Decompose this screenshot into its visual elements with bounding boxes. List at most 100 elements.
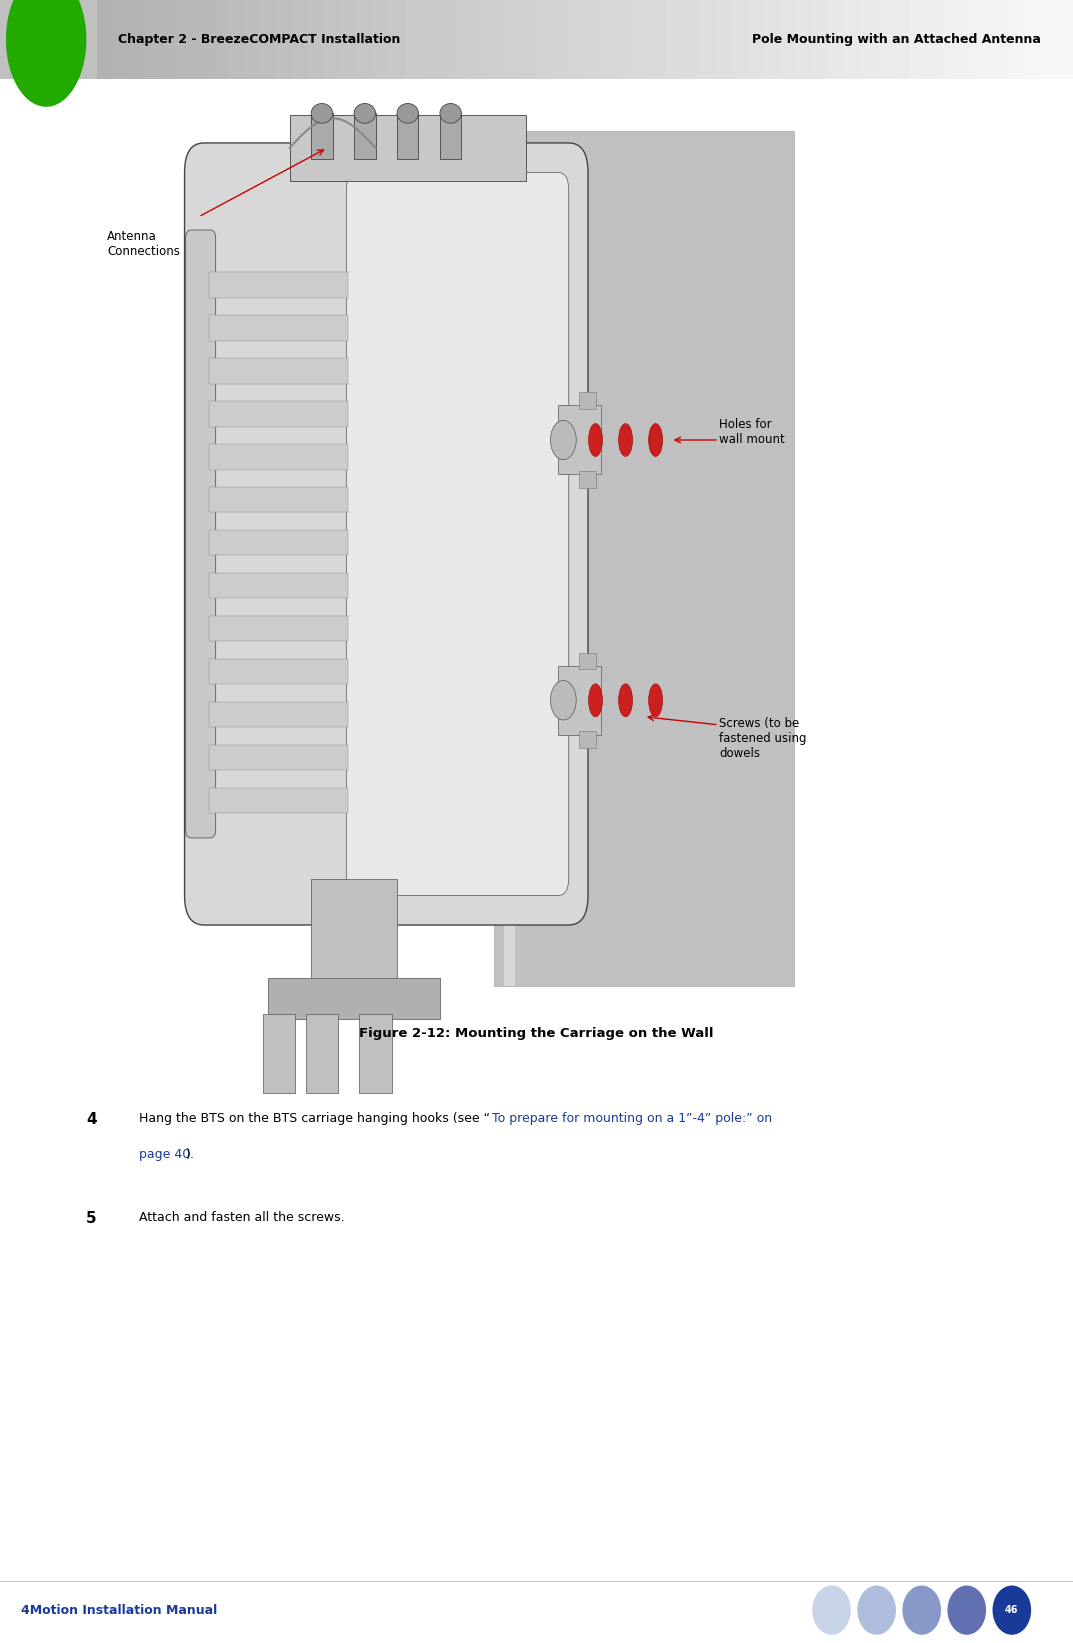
Bar: [209, 271, 348, 297]
Bar: [146, 0, 162, 79]
Bar: [1008, 0, 1024, 79]
Ellipse shape: [354, 104, 376, 123]
Bar: [943, 0, 959, 79]
Bar: [579, 731, 596, 748]
Bar: [579, 652, 596, 669]
Bar: [209, 744, 348, 771]
Bar: [242, 0, 260, 79]
Bar: [440, 113, 461, 159]
Bar: [209, 659, 348, 685]
Bar: [226, 0, 242, 79]
Bar: [471, 0, 487, 79]
Bar: [341, 0, 357, 79]
Bar: [209, 702, 348, 728]
Text: 5: 5: [86, 1211, 97, 1226]
Bar: [699, 0, 715, 79]
Bar: [1057, 0, 1073, 79]
Text: 46: 46: [1005, 1605, 1018, 1615]
Bar: [209, 401, 348, 427]
Bar: [209, 315, 348, 340]
Bar: [910, 0, 927, 79]
Ellipse shape: [812, 1585, 851, 1635]
Bar: [764, 0, 780, 79]
Bar: [617, 0, 633, 79]
Bar: [732, 0, 748, 79]
Bar: [650, 0, 666, 79]
Ellipse shape: [588, 424, 603, 457]
Bar: [406, 0, 422, 79]
Bar: [927, 0, 943, 79]
Bar: [519, 0, 536, 79]
Bar: [558, 406, 601, 475]
Bar: [569, 0, 585, 79]
Bar: [455, 0, 471, 79]
Text: Hang the BTS on the BTS carriage hanging hooks (see “: Hang the BTS on the BTS carriage hanging…: [139, 1112, 490, 1125]
Text: Chapter 2 - BreezeCOMPACT Installation: Chapter 2 - BreezeCOMPACT Installation: [118, 33, 400, 46]
FancyBboxPatch shape: [347, 173, 569, 895]
Ellipse shape: [947, 1585, 986, 1635]
Bar: [991, 0, 1008, 79]
Bar: [290, 115, 526, 181]
Text: Screws (to be
fastened using
dowels: Screws (to be fastened using dowels: [719, 716, 807, 759]
Bar: [780, 0, 796, 79]
Bar: [975, 0, 991, 79]
Bar: [209, 444, 348, 470]
Bar: [260, 0, 276, 79]
Ellipse shape: [311, 104, 333, 123]
Bar: [357, 0, 373, 79]
Text: page 40: page 40: [139, 1148, 191, 1162]
Bar: [178, 0, 194, 79]
Bar: [796, 0, 812, 79]
Bar: [263, 1014, 295, 1093]
Ellipse shape: [857, 1585, 896, 1635]
Text: Figure 2-12: Mounting the Carriage on the Wall: Figure 2-12: Mounting the Carriage on th…: [359, 1027, 714, 1040]
Ellipse shape: [648, 424, 662, 457]
Ellipse shape: [5, 0, 86, 107]
Bar: [862, 0, 878, 79]
Bar: [308, 0, 324, 79]
Bar: [209, 529, 348, 555]
Ellipse shape: [902, 1585, 941, 1635]
Circle shape: [550, 421, 576, 460]
Circle shape: [550, 680, 576, 720]
Bar: [585, 0, 601, 79]
Bar: [209, 358, 348, 383]
Bar: [553, 0, 569, 79]
Bar: [162, 0, 178, 79]
Bar: [828, 0, 846, 79]
Bar: [209, 486, 348, 513]
Ellipse shape: [588, 683, 603, 716]
Bar: [209, 616, 348, 641]
Bar: [194, 0, 210, 79]
Bar: [422, 0, 438, 79]
Ellipse shape: [618, 683, 633, 716]
Bar: [682, 0, 699, 79]
Bar: [715, 0, 732, 79]
Text: 4Motion Installation Manual: 4Motion Installation Manual: [21, 1604, 218, 1617]
Bar: [1024, 0, 1041, 79]
Bar: [633, 0, 650, 79]
Bar: [389, 0, 406, 79]
Bar: [324, 0, 341, 79]
Text: Attach and fasten all the screws.: Attach and fasten all the screws.: [139, 1211, 346, 1224]
Bar: [748, 0, 764, 79]
Bar: [359, 1014, 392, 1093]
Bar: [503, 0, 519, 79]
Bar: [959, 0, 975, 79]
FancyBboxPatch shape: [186, 230, 216, 838]
Bar: [894, 0, 910, 79]
Bar: [276, 0, 292, 79]
Bar: [311, 879, 397, 986]
Text: Pole Mounting with an Attached Antenna: Pole Mounting with an Attached Antenna: [752, 33, 1041, 46]
Text: Holes for
wall mount: Holes for wall mount: [719, 417, 784, 445]
Text: 4: 4: [86, 1112, 97, 1127]
Bar: [129, 0, 146, 79]
Bar: [113, 0, 129, 79]
Bar: [579, 393, 596, 409]
Text: To prepare for mounting on a 1”-4” pole:” on: To prepare for mounting on a 1”-4” pole:…: [493, 1112, 773, 1125]
Bar: [0, 0, 1073, 79]
Bar: [878, 0, 894, 79]
Bar: [1041, 0, 1057, 79]
Text: ).: ).: [186, 1148, 195, 1162]
Bar: [601, 0, 617, 79]
